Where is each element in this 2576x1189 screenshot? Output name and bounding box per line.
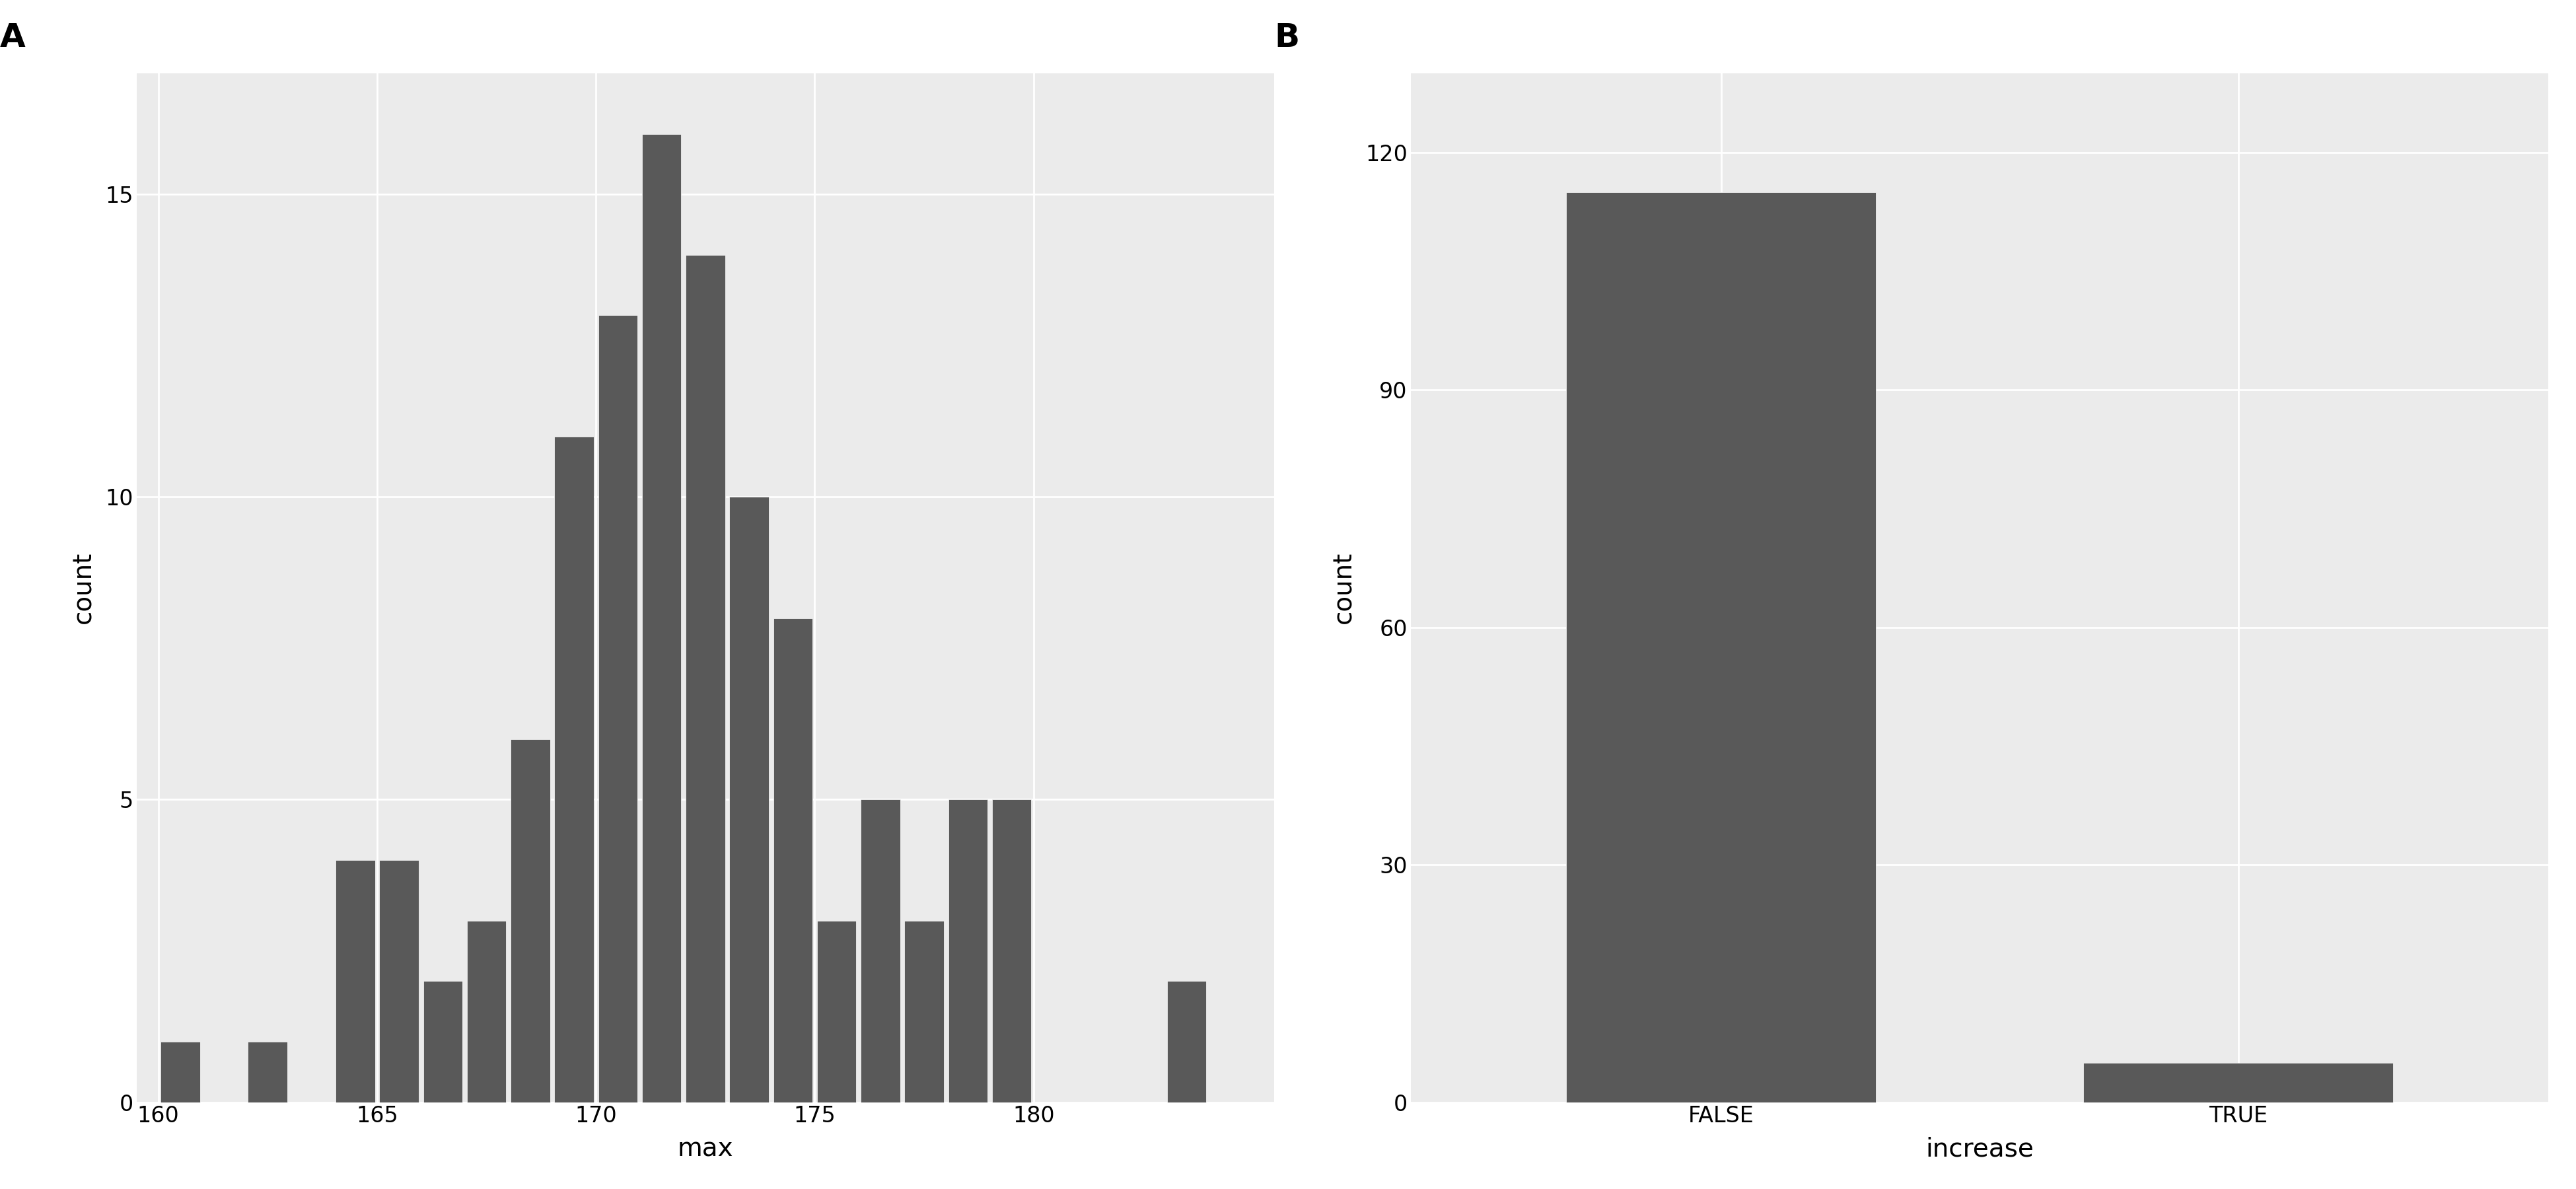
Bar — [379, 860, 420, 1102]
Bar — [773, 618, 811, 1102]
Bar — [422, 981, 464, 1102]
Bar — [904, 920, 943, 1102]
Text: A: A — [0, 21, 26, 54]
Bar — [554, 436, 592, 1102]
Bar — [641, 134, 680, 1102]
Bar — [335, 860, 376, 1102]
Text: B: B — [1275, 21, 1298, 54]
Bar — [247, 1042, 289, 1102]
Bar — [1566, 191, 1875, 1102]
Bar — [860, 799, 899, 1102]
Bar — [817, 920, 855, 1102]
Y-axis label: count: count — [1332, 552, 1355, 624]
Bar — [948, 799, 987, 1102]
Bar — [510, 740, 549, 1102]
Bar — [598, 315, 636, 1102]
Bar — [1167, 981, 1206, 1102]
Bar — [729, 497, 768, 1102]
Bar — [685, 254, 724, 1102]
Bar — [2084, 1063, 2393, 1102]
Bar — [466, 920, 507, 1102]
X-axis label: max: max — [677, 1137, 734, 1162]
Bar — [160, 1042, 201, 1102]
X-axis label: increase: increase — [1924, 1137, 2032, 1162]
Bar — [992, 799, 1030, 1102]
Y-axis label: count: count — [72, 552, 95, 624]
